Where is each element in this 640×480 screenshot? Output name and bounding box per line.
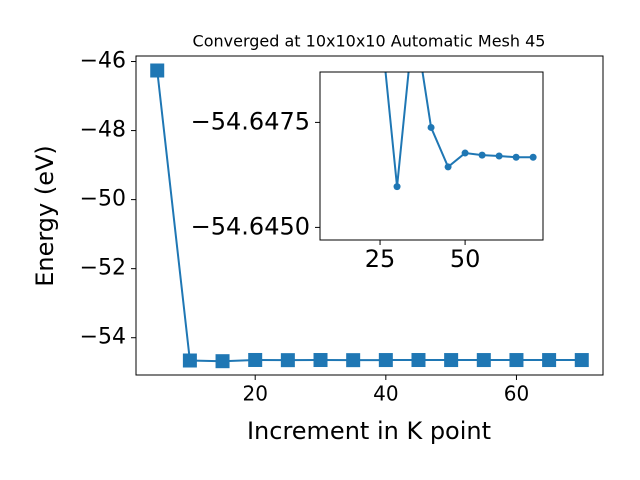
- y-tick-label: −52: [80, 256, 126, 281]
- marker: [248, 352, 263, 367]
- marker: [476, 353, 491, 368]
- x-tick-label: 20: [242, 382, 267, 406]
- marker: [393, 183, 401, 191]
- x-tick-label: 50: [450, 245, 481, 273]
- marker: [444, 353, 459, 368]
- marker: [411, 353, 426, 368]
- marker: [495, 152, 503, 160]
- marker: [313, 353, 328, 368]
- y-tick-label: −54: [80, 325, 126, 350]
- marker: [574, 353, 589, 368]
- y-tick-label: −48: [80, 118, 126, 143]
- marker: [542, 353, 557, 368]
- marker: [509, 353, 524, 368]
- x-tick-label: 25: [365, 245, 396, 273]
- marker: [461, 149, 469, 157]
- inset-axes: 25 50 −54.6475 −54.6450: [191, 71, 544, 273]
- chart-title: Converged at 10x10x10 Automatic Mesh 45: [193, 32, 546, 51]
- marker: [280, 353, 295, 368]
- marker: [150, 63, 165, 78]
- main-axes: 20 40 60 −54 −52 −50 −48 −46: [80, 49, 604, 406]
- plot-area: [150, 63, 589, 369]
- marker: [378, 353, 393, 368]
- x-tick-label: 40: [373, 382, 398, 406]
- marker: [427, 123, 435, 131]
- marker: [215, 354, 230, 369]
- y-tick-label: −46: [80, 49, 126, 74]
- axes-frame: [319, 71, 544, 241]
- marker: [182, 353, 197, 368]
- marker: [346, 353, 361, 368]
- marker: [478, 151, 486, 159]
- data-line: [384, 72, 534, 187]
- plot-area: [384, 72, 537, 191]
- y-tick-label: −54.6450: [191, 212, 310, 240]
- y-axis-label: Energy (eV): [31, 145, 59, 287]
- x-axis-label: Increment in K point: [247, 417, 491, 445]
- marker: [444, 163, 452, 171]
- marker: [529, 153, 537, 161]
- y-tick-label: −54.6475: [191, 107, 310, 135]
- x-tick-label: 60: [504, 382, 529, 406]
- y-tick-label: −50: [80, 187, 126, 212]
- axes-frame: [135, 55, 604, 376]
- marker: [512, 153, 520, 161]
